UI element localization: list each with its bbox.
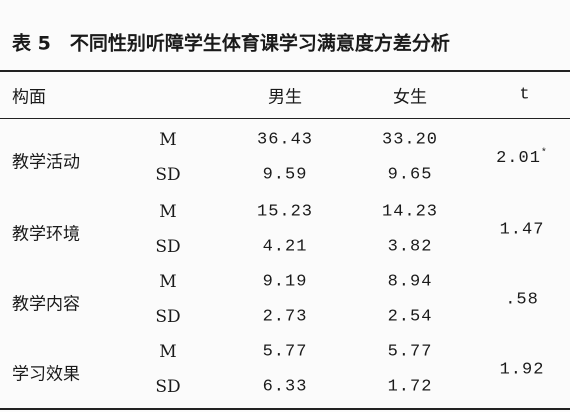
stat-label: SD bbox=[155, 237, 181, 257]
stat-label: M bbox=[159, 342, 177, 362]
male-value: 36.43 bbox=[256, 130, 314, 150]
column-header: 构面 bbox=[12, 87, 46, 108]
t-value: 1.47 bbox=[499, 220, 545, 239]
female-value: 9.65 bbox=[387, 165, 433, 185]
t-value: 2.01* bbox=[496, 147, 548, 168]
male-value: 9.19 bbox=[262, 272, 308, 292]
column-header: 男生 bbox=[268, 87, 302, 108]
female-value: 1.72 bbox=[387, 377, 433, 397]
bottom-rule bbox=[0, 408, 570, 410]
female-value: 2.54 bbox=[387, 307, 433, 327]
group-name: 教学环境 bbox=[12, 224, 80, 244]
table-title: 表 5 不同性别听障学生体育课学习满意度方差分析 bbox=[12, 32, 450, 55]
top-rule bbox=[0, 70, 570, 72]
male-value: 4.21 bbox=[262, 237, 308, 257]
female-value: 33.20 bbox=[381, 130, 439, 150]
stat-label: SD bbox=[155, 377, 181, 397]
header-rule bbox=[0, 118, 570, 119]
female-value: 14.23 bbox=[381, 202, 439, 222]
stat-label: M bbox=[159, 272, 177, 292]
stat-label: M bbox=[159, 202, 177, 222]
male-value: 9.59 bbox=[262, 165, 308, 185]
female-value: 8.94 bbox=[387, 272, 433, 292]
group-name: 学习效果 bbox=[12, 364, 80, 384]
t-value: 1.92 bbox=[499, 360, 545, 379]
column-header: 女生 bbox=[393, 87, 427, 108]
group-name: 教学内容 bbox=[12, 294, 80, 314]
male-value: 15.23 bbox=[256, 202, 314, 222]
stat-label: M bbox=[159, 130, 177, 150]
male-value: 2.73 bbox=[262, 307, 308, 327]
significance-mark: * bbox=[540, 147, 548, 159]
male-value: 5.77 bbox=[262, 342, 308, 362]
stat-label: SD bbox=[155, 307, 181, 327]
female-value: 3.82 bbox=[387, 237, 433, 257]
column-header: t bbox=[519, 85, 531, 105]
group-name: 教学活动 bbox=[12, 152, 80, 172]
male-value: 6.33 bbox=[262, 377, 308, 397]
stat-label: SD bbox=[155, 165, 181, 185]
t-value: .58 bbox=[505, 290, 539, 309]
female-value: 5.77 bbox=[387, 342, 433, 362]
